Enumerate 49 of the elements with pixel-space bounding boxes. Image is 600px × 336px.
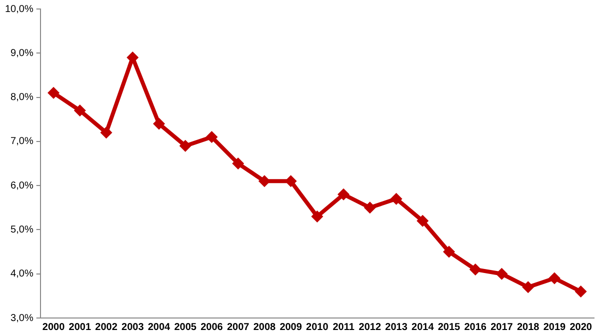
x-tick-label: 2005 <box>174 322 197 333</box>
y-tick-label: 7,0% <box>10 136 34 148</box>
point <box>469 263 482 276</box>
x-tick-label: 2010 <box>306 322 329 333</box>
x-tick-label: 2001 <box>68 322 92 333</box>
point <box>548 272 560 284</box>
point <box>390 192 402 205</box>
point <box>152 118 165 130</box>
x-tick-label: 2007 <box>226 322 250 333</box>
x-tick-label: 2002 <box>95 322 118 333</box>
x-tick-label: 2018 <box>516 322 540 333</box>
x-tick-label: 2004 <box>148 322 171 333</box>
point <box>574 286 587 298</box>
x-tick-label: 2003 <box>122 322 144 333</box>
point <box>74 104 86 117</box>
point <box>496 268 508 280</box>
point <box>258 175 270 188</box>
x-tick-label: 2009 <box>280 322 302 333</box>
x-tick-label: 2008 <box>253 322 276 333</box>
point <box>126 52 139 64</box>
x-tick-label: 2013 <box>385 322 408 333</box>
point <box>48 86 60 99</box>
point <box>364 202 376 214</box>
y-tick-label: 4,0% <box>10 268 34 280</box>
point <box>522 281 534 294</box>
y-tick-label: 3,0% <box>10 312 34 324</box>
y-tick-label: 8,0% <box>10 92 34 104</box>
point <box>338 188 350 200</box>
x-tick-label: 2016 <box>464 322 487 333</box>
point <box>416 214 429 227</box>
y-tick-label: 9,0% <box>10 48 34 59</box>
y-tick-label: 5,0% <box>10 224 34 236</box>
x-tick-label: 2017 <box>490 322 514 333</box>
point <box>232 158 244 170</box>
x-tick-label: 2015 <box>438 322 461 333</box>
x-tick-label: 2011 <box>332 322 355 333</box>
x-tick-label: 2006 <box>200 322 224 333</box>
y-tick-label: 10,0% <box>4 4 34 15</box>
x-tick-label: 2020 <box>570 322 592 333</box>
x-tick-label: 2014 <box>412 322 434 333</box>
x-tick-label: 2000 <box>42 322 66 333</box>
point <box>179 140 192 152</box>
y-tick-label: 6,0% <box>10 180 34 192</box>
point <box>443 246 455 258</box>
point <box>311 210 324 222</box>
x-tick-label: 2012 <box>358 322 382 333</box>
point <box>100 126 112 139</box>
x-tick-label: 2019 <box>543 322 566 333</box>
point <box>206 131 218 144</box>
